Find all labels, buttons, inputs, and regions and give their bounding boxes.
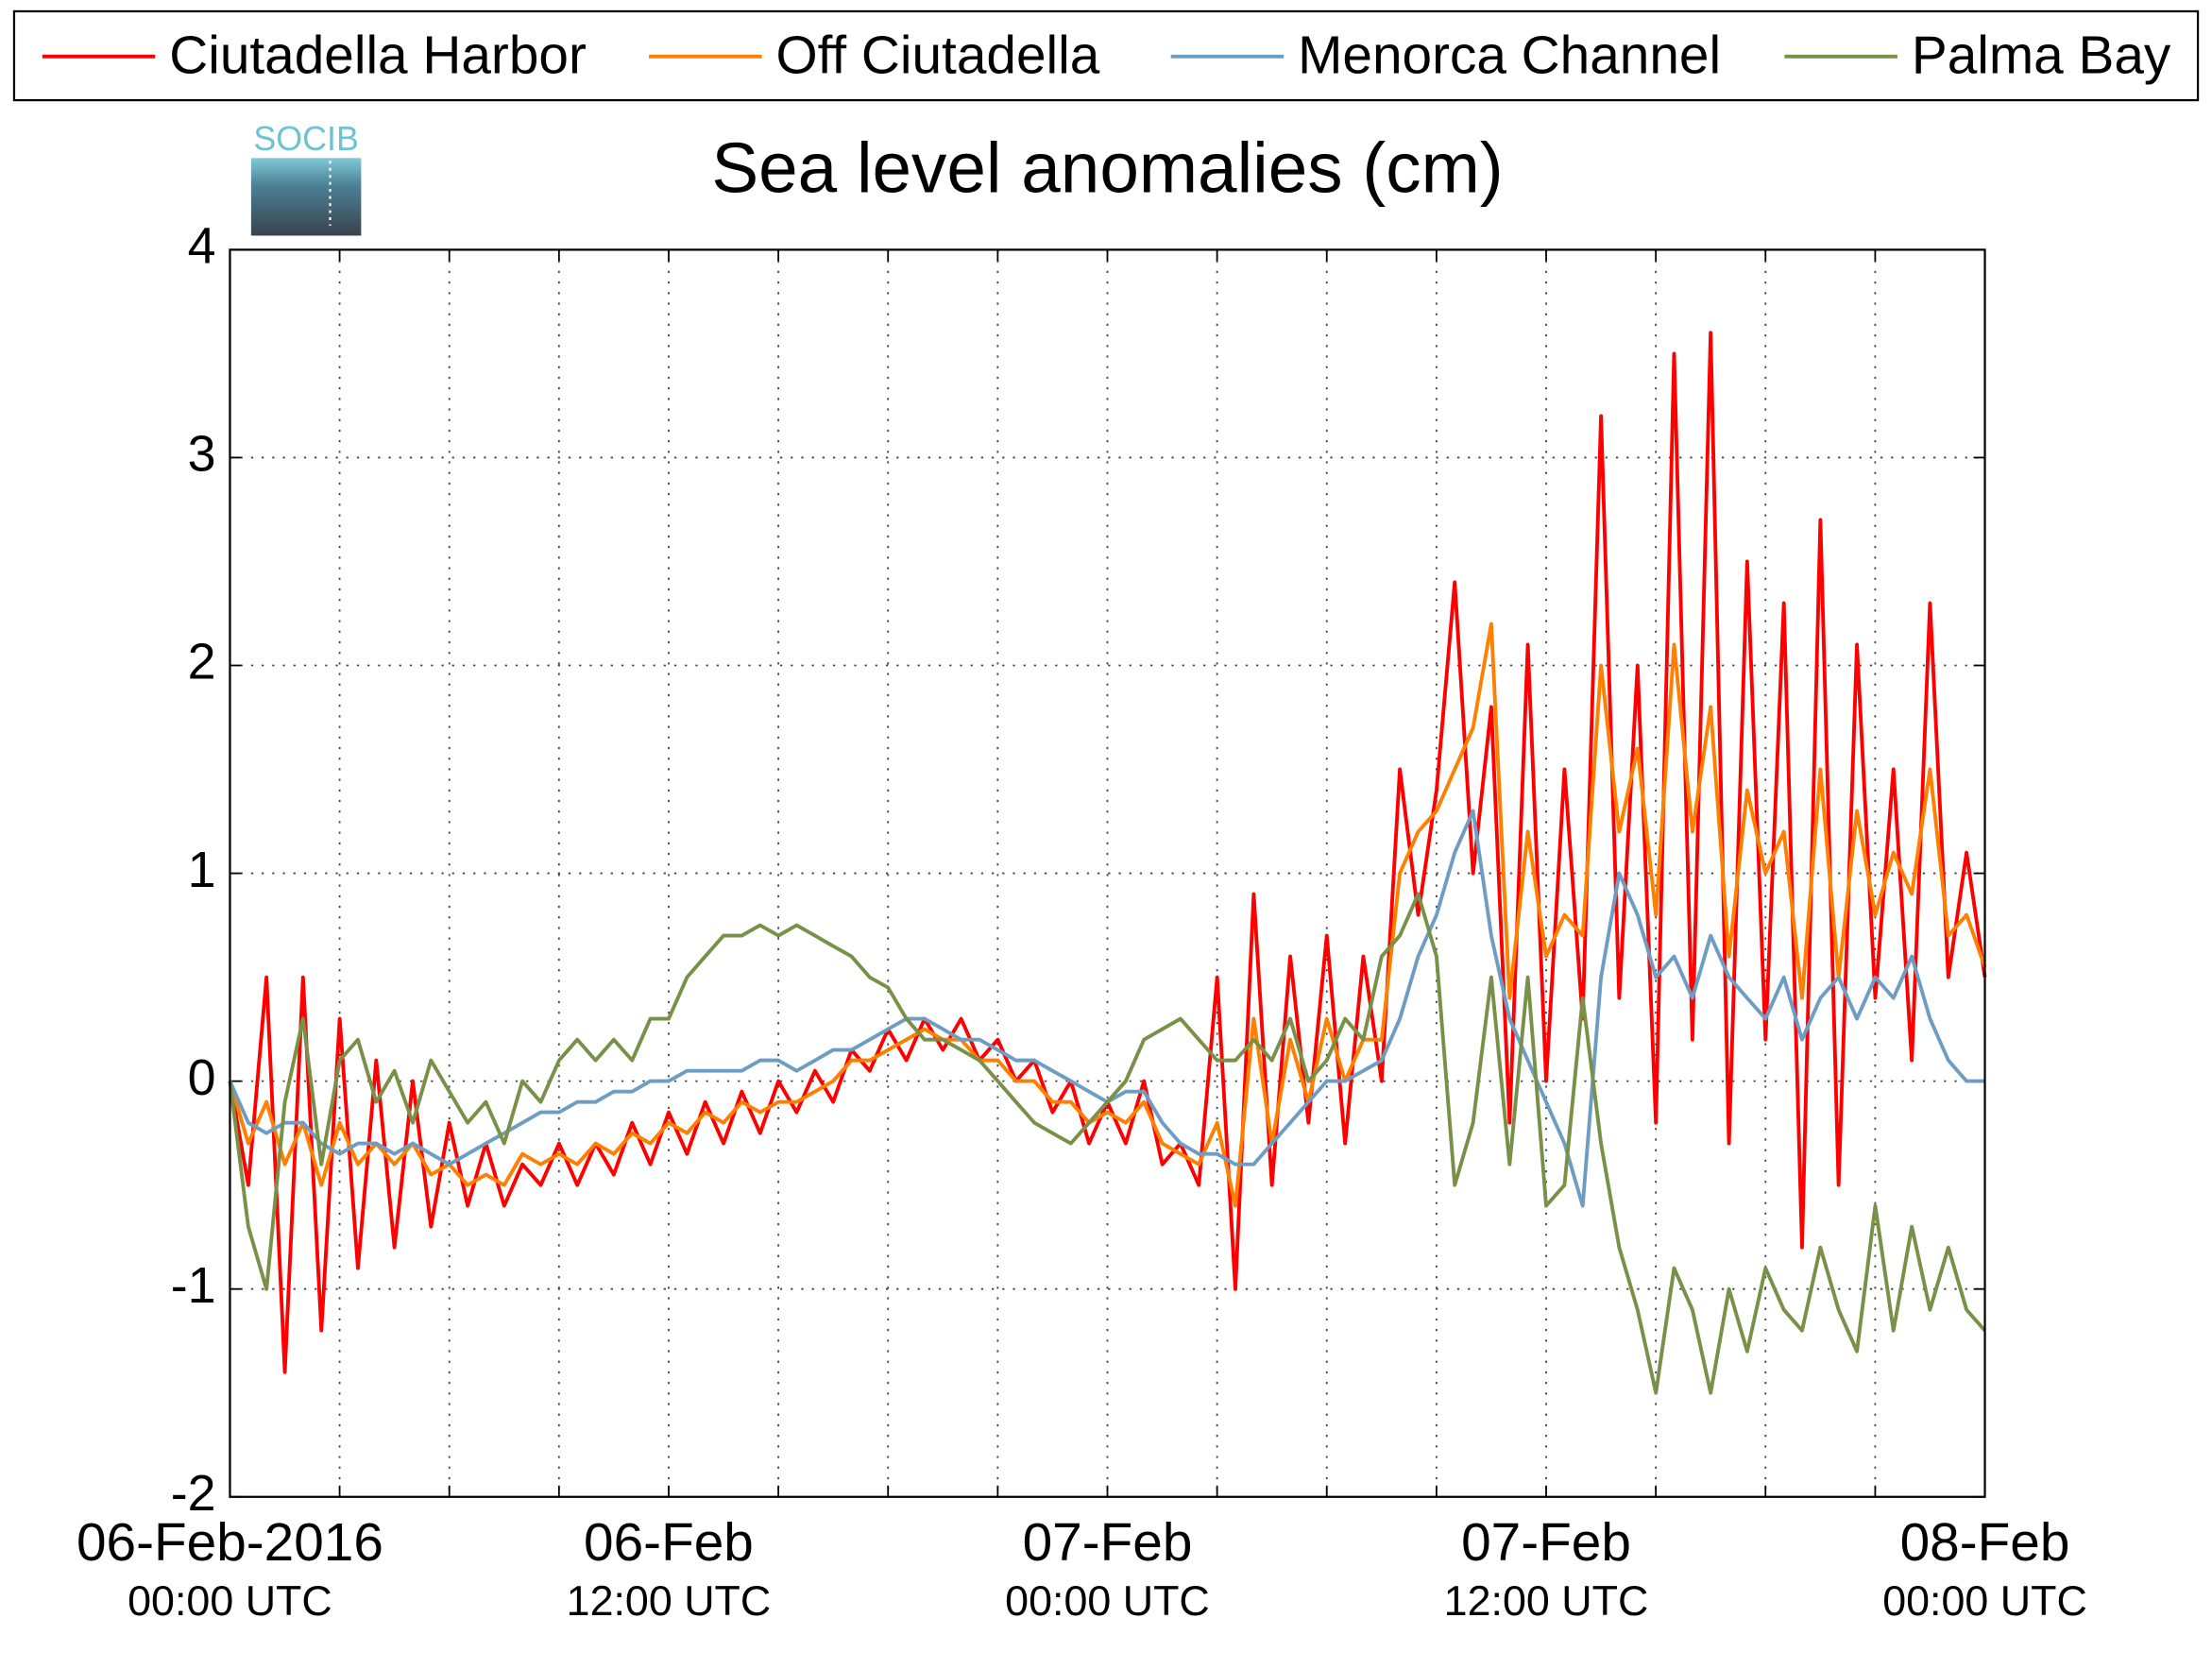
legend-label: Menorca Channel (1298, 26, 1721, 86)
series-line (228, 892, 1986, 1395)
x-tick-sublabel: 12:00 UTC (567, 1577, 772, 1625)
logo: SOCIB (250, 120, 362, 236)
y-tick-label: -2 (171, 1465, 216, 1522)
legend-label: Palma Bay (1912, 26, 2171, 86)
y-tick-label: 3 (188, 426, 216, 483)
x-tick-sublabel: 00:00 UTC (1005, 1577, 1210, 1625)
y-tick-label: 0 (188, 1049, 216, 1106)
x-tick-label: 07-Feb (1461, 1513, 1631, 1573)
x-tick-label: 06-Feb-2016 (77, 1513, 383, 1573)
y-tick-label: -1 (171, 1257, 216, 1314)
logo-text: SOCIB (253, 120, 359, 158)
x-tick-label: 06-Feb (584, 1513, 754, 1573)
x-tick-sublabel: 12:00 UTC (1444, 1577, 1649, 1625)
logo-image (250, 158, 362, 236)
x-tick-label: 08-Feb (1900, 1513, 2070, 1573)
y-tick-label: 1 (188, 842, 216, 898)
x-tick-label: 07-Feb (1023, 1513, 1193, 1573)
chart-title: Sea level anomalies (cm) (711, 128, 1503, 207)
y-tick-label: 2 (188, 634, 216, 690)
plot-frame (229, 248, 1986, 1498)
legend-label: Off Ciutadella (775, 26, 1099, 86)
legend-label: Ciutadella Harbor (169, 26, 587, 86)
series-line (228, 622, 1987, 1208)
x-tick-sublabel: 00:00 UTC (128, 1577, 332, 1625)
x-tick-sublabel: 00:00 UTC (1882, 1577, 2087, 1625)
y-tick-label: 4 (188, 218, 216, 275)
